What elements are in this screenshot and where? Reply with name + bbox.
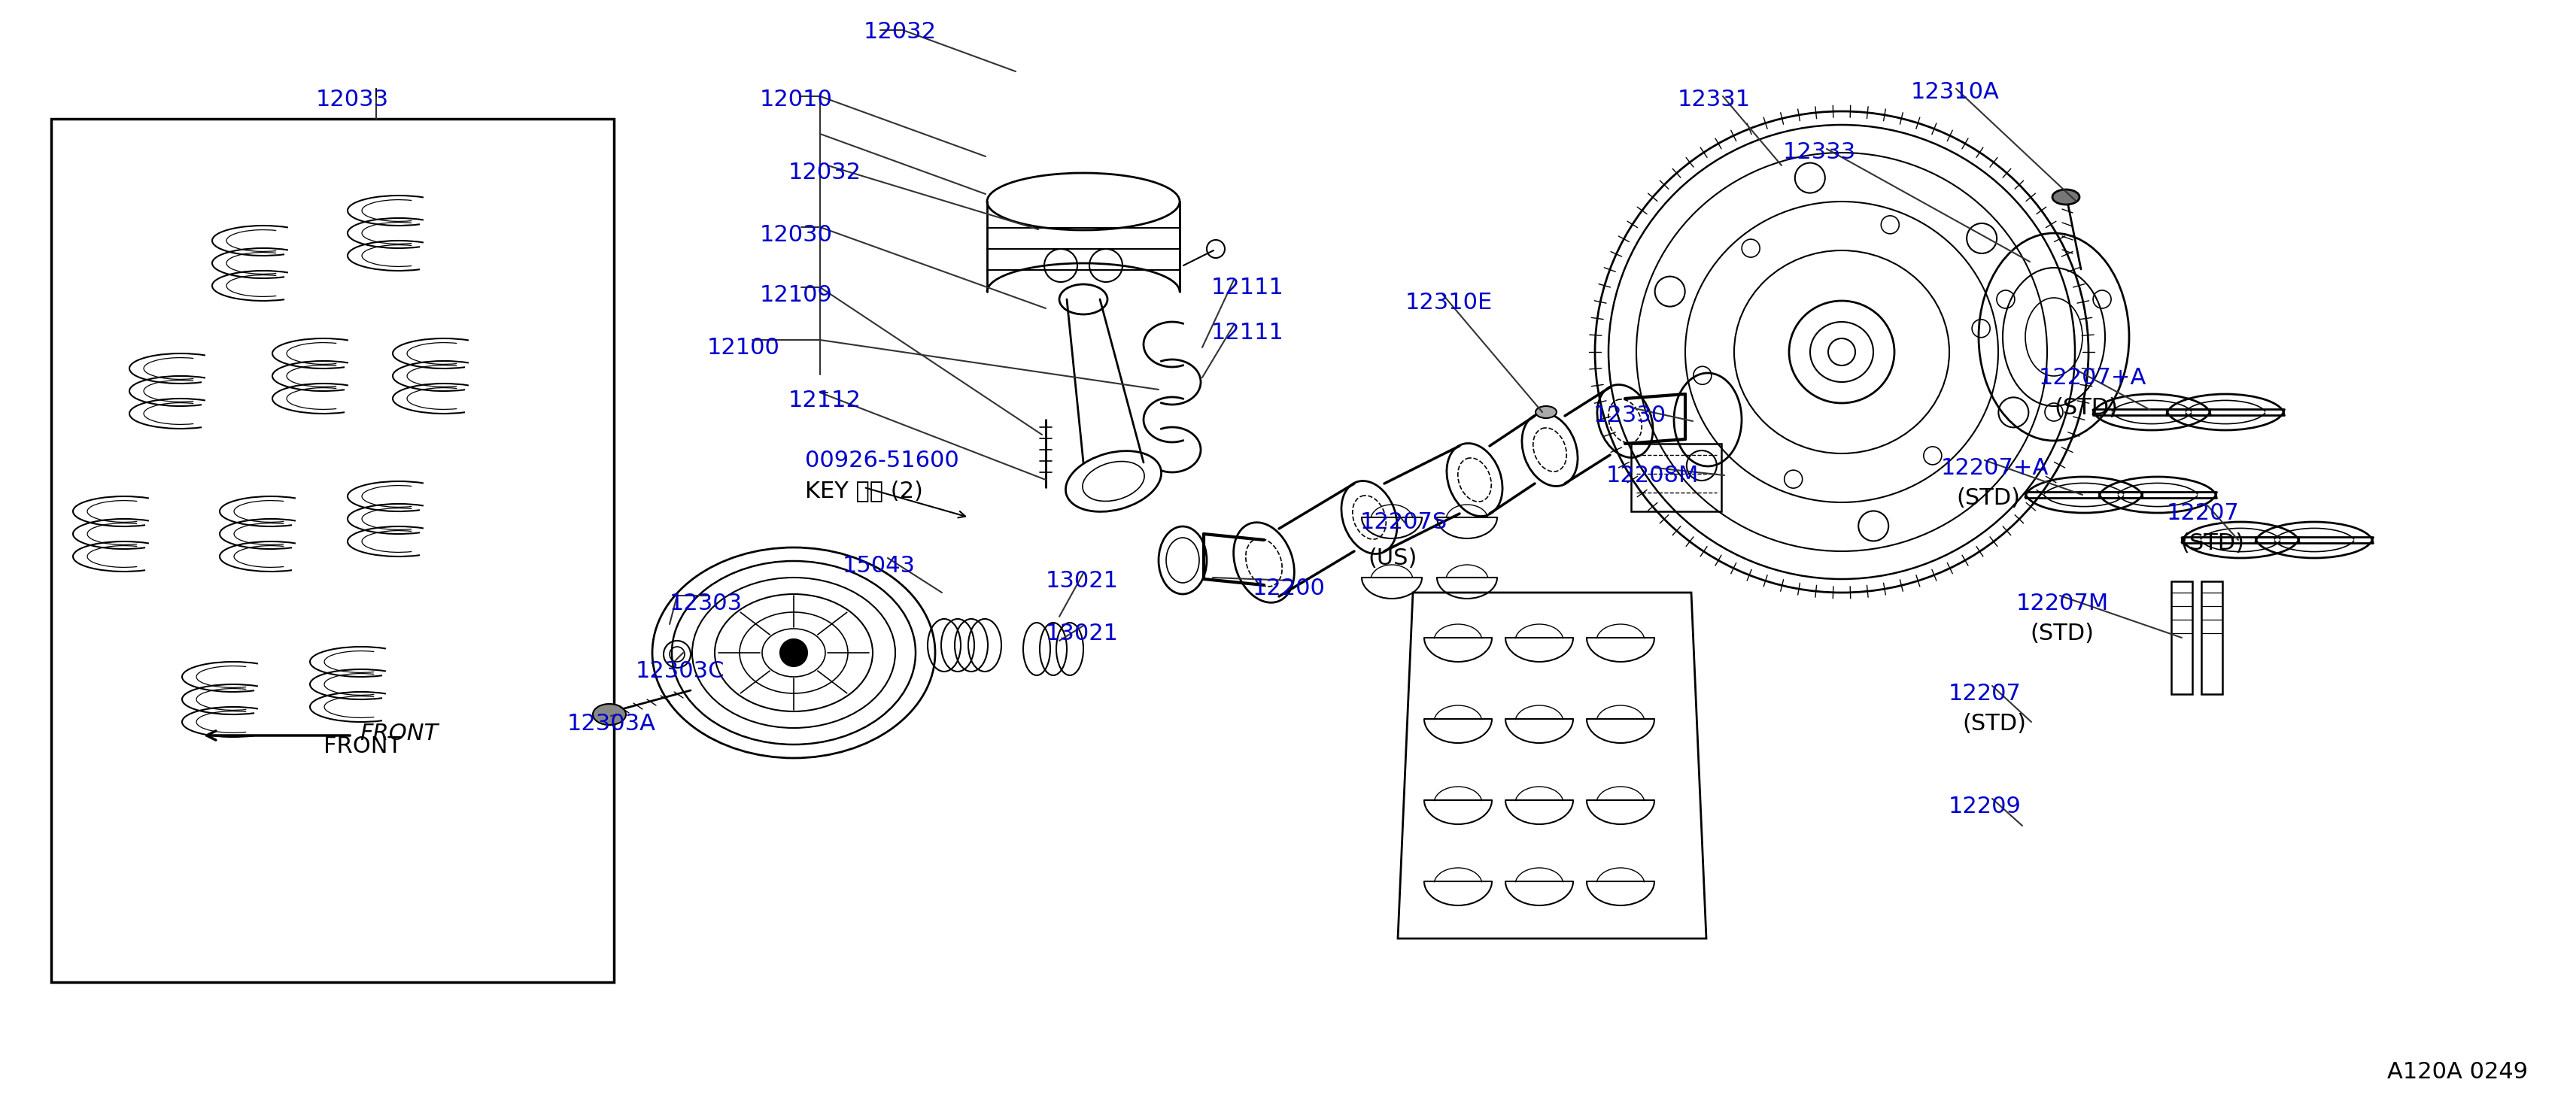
Text: 12303C: 12303C: [636, 661, 724, 682]
Bar: [2172, 581, 2192, 694]
Text: 13021: 13021: [1046, 570, 1118, 591]
Text: (STD): (STD): [1955, 488, 2020, 509]
Text: 12303: 12303: [670, 593, 742, 615]
Text: 12032: 12032: [788, 162, 860, 183]
Bar: [1631, 444, 1721, 511]
Text: 12112: 12112: [788, 389, 860, 412]
Text: 12331: 12331: [1677, 89, 1752, 110]
Text: 12310E: 12310E: [1406, 291, 1494, 314]
Ellipse shape: [592, 704, 626, 725]
Text: (STD): (STD): [1963, 713, 2027, 734]
Ellipse shape: [1535, 406, 1556, 418]
Text: FRONT: FRONT: [325, 735, 402, 758]
Ellipse shape: [2053, 190, 2079, 204]
Text: 12010: 12010: [760, 89, 832, 110]
Circle shape: [781, 639, 806, 666]
Text: 12310A: 12310A: [1911, 81, 1999, 103]
Text: 12033: 12033: [317, 89, 389, 110]
Text: 12207M: 12207M: [2017, 593, 2110, 615]
Text: 12109: 12109: [760, 285, 832, 306]
Text: (STD): (STD): [2030, 623, 2094, 644]
Text: 15043: 15043: [842, 555, 914, 577]
Text: 12200: 12200: [1252, 578, 1327, 599]
Text: A120A 0249: A120A 0249: [2388, 1061, 2527, 1083]
Text: 13021: 13021: [1046, 623, 1118, 644]
Text: 00926-51600: 00926-51600: [804, 450, 958, 472]
Text: 12207: 12207: [2166, 502, 2239, 525]
Text: 12207+A: 12207+A: [2038, 367, 2146, 388]
Text: 12330: 12330: [1595, 405, 1667, 426]
Text: 12032: 12032: [863, 21, 938, 42]
Text: (US): (US): [1368, 548, 1417, 569]
Text: 12030: 12030: [760, 224, 832, 246]
Text: 12209: 12209: [1947, 796, 2022, 817]
Text: FRONT: FRONT: [361, 722, 438, 744]
Text: KEY キー (2): KEY キー (2): [804, 480, 922, 501]
Text: 12111: 12111: [1211, 277, 1285, 299]
Text: (STD): (STD): [2053, 397, 2117, 418]
Text: (STD): (STD): [2179, 532, 2244, 555]
Text: 12100: 12100: [708, 337, 781, 358]
Text: 12207S: 12207S: [1360, 511, 1448, 533]
Text: 12333: 12333: [1783, 142, 1857, 163]
Text: 12207+A: 12207+A: [1942, 458, 2048, 479]
Text: 12207: 12207: [1947, 683, 2022, 704]
Text: 12111: 12111: [1211, 321, 1285, 344]
Text: 12208M: 12208M: [1607, 464, 1700, 487]
Text: 12303A: 12303A: [567, 713, 657, 734]
Bar: [52, 118, 613, 982]
Bar: [2202, 581, 2223, 694]
